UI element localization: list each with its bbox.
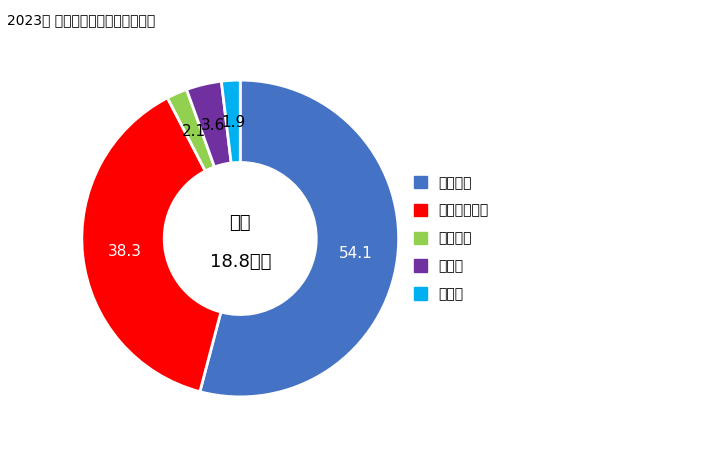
- Wedge shape: [221, 80, 240, 163]
- Wedge shape: [186, 81, 232, 167]
- Legend: オランダ, オーストリア, イタリア, トルコ, その他: オランダ, オーストリア, イタリア, トルコ, その他: [414, 176, 488, 302]
- Text: 総額: 総額: [229, 214, 251, 232]
- Text: 3.6: 3.6: [201, 118, 226, 133]
- Text: 38.3: 38.3: [108, 244, 141, 259]
- Wedge shape: [200, 80, 399, 397]
- Wedge shape: [167, 90, 215, 171]
- Text: 18.8億円: 18.8億円: [210, 253, 271, 271]
- Text: 2023年 輸入相手国のシェア（％）: 2023年 輸入相手国のシェア（％）: [7, 14, 156, 27]
- Text: 1.9: 1.9: [221, 115, 245, 130]
- Text: 54.1: 54.1: [339, 246, 373, 261]
- Text: 2.1: 2.1: [181, 124, 206, 140]
- Wedge shape: [82, 98, 221, 392]
